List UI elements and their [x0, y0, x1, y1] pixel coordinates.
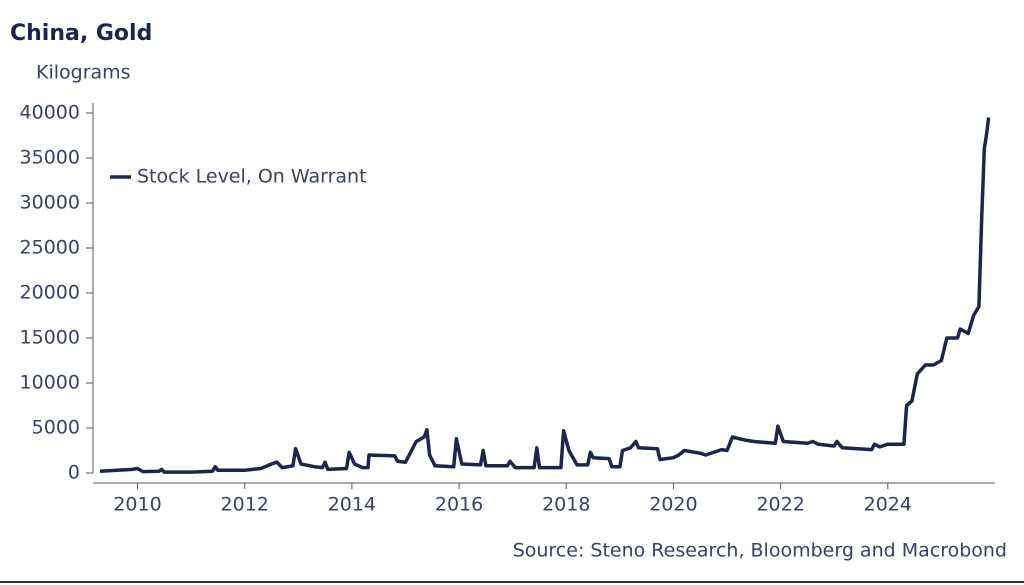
x-tick-label: 2014 — [328, 494, 376, 516]
x-tick-label: 2010 — [113, 494, 161, 516]
x-tick-label: 2022 — [756, 494, 804, 516]
y-tick-label: 30000 — [20, 192, 80, 214]
chart-subtitle: Kilograms — [36, 62, 131, 84]
y-tick-label: 35000 — [20, 147, 80, 169]
y-tick-label: 15000 — [20, 327, 80, 349]
source-note: Source: Steno Research, Bloomberg and Ma… — [513, 540, 1007, 562]
y-tick-label: 25000 — [20, 237, 80, 259]
x-tick-label: 2016 — [435, 494, 483, 516]
y-tick-label: 5000 — [32, 417, 80, 439]
x-tick-label: 2020 — [649, 494, 697, 516]
x-tick-label: 2024 — [864, 494, 912, 516]
y-tick-label: 20000 — [20, 282, 80, 304]
y-tick-label: 0 — [68, 462, 80, 484]
x-tick-label: 2012 — [221, 494, 269, 516]
chart-title: China, Gold — [10, 21, 152, 46]
y-tick-label: 40000 — [20, 102, 80, 124]
legend-label: Stock Level, On Warrant — [137, 166, 367, 188]
y-tick-label: 10000 — [20, 372, 80, 394]
x-tick-label: 2018 — [542, 494, 590, 516]
series-line — [99, 117, 991, 474]
